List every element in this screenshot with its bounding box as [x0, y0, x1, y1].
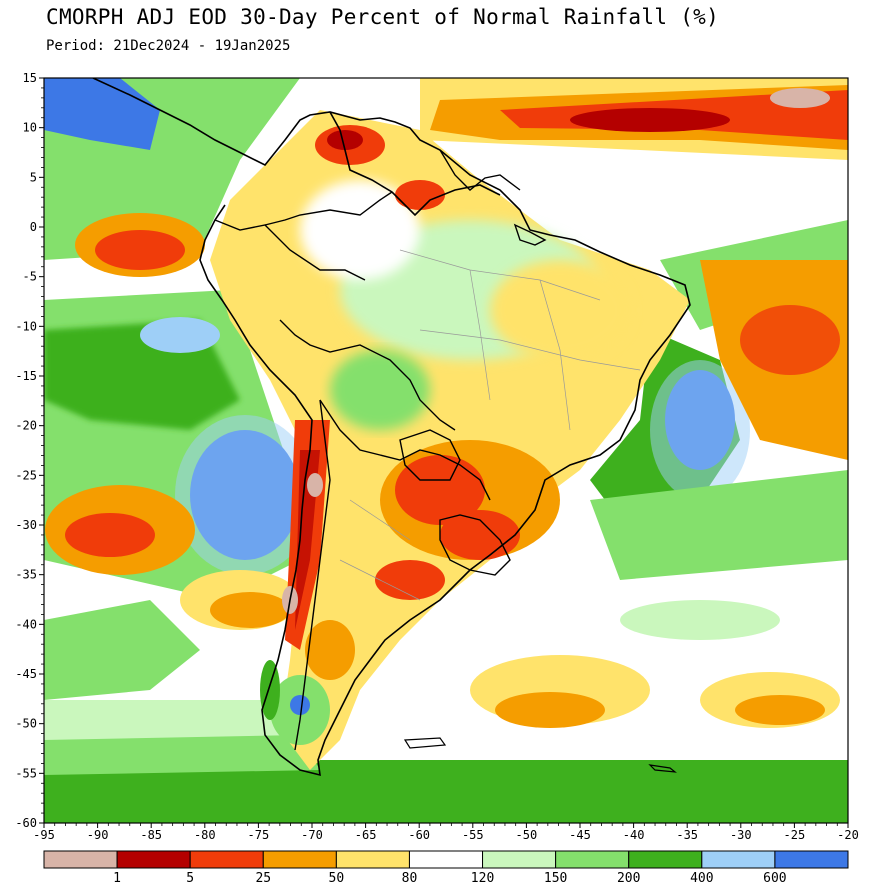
- colorbar-swatch: [701, 850, 776, 869]
- lon-tick-label: -20: [837, 828, 859, 842]
- lat-tick-label: -25: [15, 468, 37, 482]
- colorbar-swatch: [43, 850, 118, 869]
- lon-tick-label: -85: [140, 828, 162, 842]
- colorbar-swatch: [482, 850, 557, 869]
- lon-tick-label: -75: [248, 828, 270, 842]
- lon-tick-label: -40: [623, 828, 645, 842]
- colorbar-swatch: [555, 850, 630, 869]
- lon-tick-label: -50: [516, 828, 538, 842]
- lon-tick-label: -65: [355, 828, 377, 842]
- colorbar-label: 1: [113, 871, 121, 886]
- lat-tick-label: -15: [15, 369, 37, 383]
- latitude-axis: 15 10 5 0 -5 -10 -15 -20 -25 -30 -35 -40 -45 -50 -55 -6…: [15, 71, 44, 830]
- map-title: CMORPH ADJ EOD 30-Day Percent of Normal …: [46, 5, 720, 29]
- lat-tick-label: -30: [15, 518, 37, 532]
- lat-tick-label: -5: [23, 270, 37, 284]
- colorbar-swatch: [116, 850, 191, 869]
- colorbar-label: 25: [255, 871, 271, 886]
- colorbar: 1 5 25 50 80 120 150 200 400 600: [43, 850, 849, 886]
- lon-tick-label: -95: [33, 828, 55, 842]
- colorbar-label: 50: [329, 871, 345, 886]
- lon-tick-label: -30: [730, 828, 752, 842]
- lon-tick-label: -55: [462, 828, 484, 842]
- colorbar-label: 600: [763, 871, 786, 886]
- state-borders: [339, 249, 641, 601]
- colorbar-label: 120: [471, 871, 494, 886]
- map-frame: [43, 77, 849, 824]
- lat-tick-label: 10: [23, 121, 37, 135]
- colorbar-swatch: [335, 850, 410, 869]
- colorbar-label: 80: [402, 871, 418, 886]
- lon-tick-label: -80: [194, 828, 216, 842]
- lat-tick-label: 0: [30, 220, 37, 234]
- colorbar-swatch: [408, 850, 484, 869]
- lat-tick-label: -60: [15, 816, 37, 830]
- colorbar-swatch: [628, 850, 703, 869]
- lat-tick-label: -50: [15, 717, 37, 731]
- lat-tick-label: -45: [15, 667, 37, 681]
- colorbar-label: 5: [186, 871, 194, 886]
- colorbar-label: 400: [690, 871, 713, 886]
- colorbar-swatch: [189, 850, 264, 869]
- lon-tick-label: -60: [408, 828, 430, 842]
- colorbar-label: 200: [617, 871, 640, 886]
- lon-tick-label: -25: [784, 828, 806, 842]
- lat-tick-label: 15: [23, 71, 37, 85]
- colorbar-swatch: [262, 850, 337, 869]
- period-label: Period: 21Dec2024 - 19Jan2025: [46, 38, 291, 54]
- lat-tick-label: -55: [15, 766, 37, 780]
- lat-tick-label: -20: [15, 419, 37, 433]
- colorbar-swatch: [774, 850, 849, 869]
- lat-tick-label: -10: [15, 319, 37, 333]
- lat-tick-label: 5: [30, 170, 37, 184]
- longitude-axis: -95 -90 -85 -80 -75 -70 -65 -60 -55 -50 -45 -40 -35 -…: [33, 823, 859, 842]
- lon-tick-label: -90: [87, 828, 109, 842]
- lon-tick-label: -70: [301, 828, 323, 842]
- lat-tick-label: -35: [15, 568, 37, 582]
- coastlines: [92, 78, 691, 777]
- rainfall-field: [44, 78, 848, 823]
- lon-tick-label: -45: [569, 828, 591, 842]
- colorbar-label: 150: [544, 871, 567, 886]
- lon-tick-label: -35: [676, 828, 698, 842]
- lat-tick-label: -40: [15, 617, 37, 631]
